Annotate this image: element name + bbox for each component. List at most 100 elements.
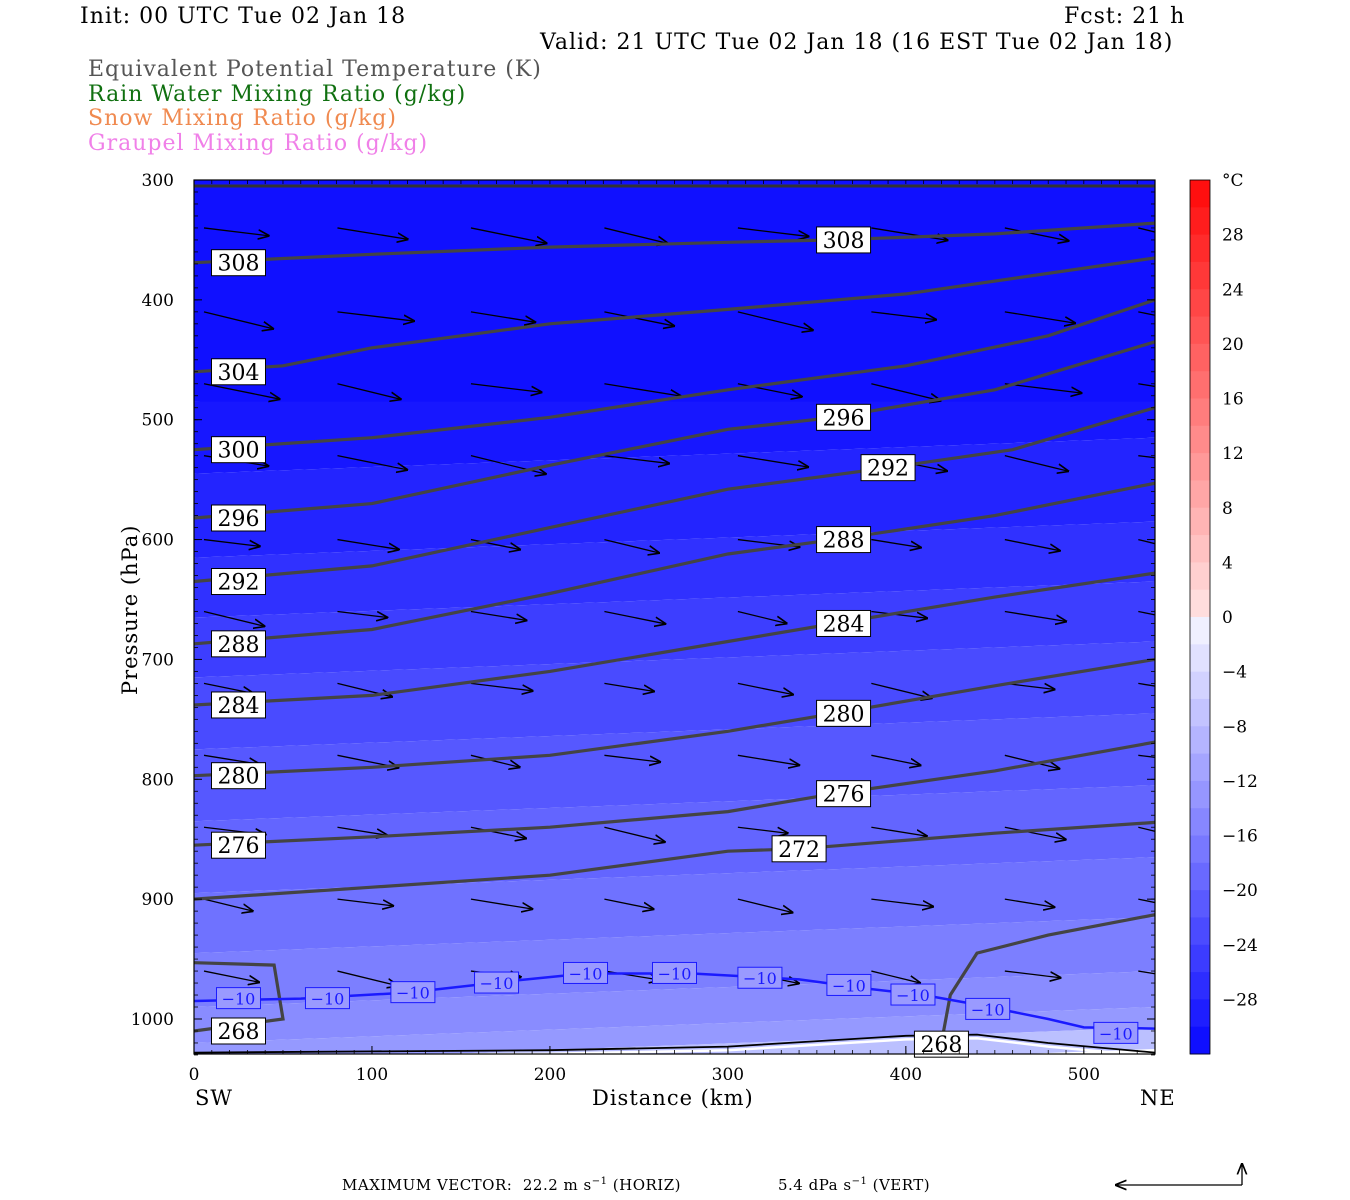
theta-e-label-box xyxy=(816,609,872,637)
wind-vector xyxy=(604,610,665,623)
wind-vector xyxy=(1004,227,1069,241)
theta-e-label-text: 308 xyxy=(823,229,865,254)
legend-rain-water: Rain Water Mixing Ratio (g/kg) xyxy=(88,82,467,107)
wind-vector xyxy=(871,383,940,401)
wind-vector xyxy=(203,311,273,329)
temperature-band xyxy=(194,641,1155,750)
colorbar-segment xyxy=(1190,425,1210,454)
y-tick-label: 700 xyxy=(142,650,174,670)
x-tick-label: 0 xyxy=(189,1065,200,1085)
theta-e-label-box xyxy=(816,403,872,431)
colorbar-frame xyxy=(1189,179,1211,1055)
colorbar-segment xyxy=(1190,1026,1210,1055)
theta-e-label-box xyxy=(816,780,872,808)
colorbar-tick-label: −4 xyxy=(1222,663,1247,683)
colorbar-segment xyxy=(1190,780,1210,809)
wind-vector xyxy=(337,538,398,550)
isotherm-label-text: −10 xyxy=(480,974,514,993)
colorbar-segment xyxy=(1190,726,1210,755)
colorbar-tick-label: −24 xyxy=(1222,936,1258,956)
x-tick-label: 300 xyxy=(712,1065,744,1085)
isotherm-label-box xyxy=(304,987,350,1010)
y-axis-label: Pressure (hPa) xyxy=(118,524,142,695)
wind-vector xyxy=(1138,898,1155,904)
wind-vector xyxy=(470,455,546,474)
theta-e-label-box xyxy=(210,831,266,859)
colorbar-segment xyxy=(1190,808,1210,836)
colorbar-segment xyxy=(1190,617,1210,645)
wind-vector xyxy=(203,538,260,547)
colorbar-segment xyxy=(1190,562,1210,591)
colorbar-segment xyxy=(1190,180,1210,208)
isotherm-label-text: −10 xyxy=(896,986,930,1005)
colorbar-segment xyxy=(1190,917,1210,946)
theta-e-label-box xyxy=(210,249,266,277)
y-tick-label: 400 xyxy=(142,291,174,311)
wind-vector xyxy=(604,538,658,553)
isotherm-label-box xyxy=(652,961,697,984)
freezing-line xyxy=(194,1033,1155,1054)
theta-e-label: 296 xyxy=(210,504,266,532)
wind-vector xyxy=(737,826,788,833)
isotherm-label-text: −10 xyxy=(311,990,345,1009)
theta-e-label-box xyxy=(816,226,872,254)
colorbar-tick-label: −16 xyxy=(1222,827,1258,847)
colorbar-segment xyxy=(1190,535,1210,563)
colorbar-segment xyxy=(1190,999,1210,1028)
wind-vector xyxy=(871,754,920,765)
wind-vector xyxy=(470,682,533,690)
wind-vector xyxy=(1004,383,1081,393)
theta-e-label: 304 xyxy=(210,358,266,386)
colorbar-tick-label: 24 xyxy=(1222,280,1244,300)
colorbar-segment xyxy=(1190,753,1210,782)
colorbar-tick-label: 4 xyxy=(1222,553,1233,573)
theta-e-label: 288 xyxy=(816,526,872,554)
wind-vector xyxy=(1004,826,1066,839)
wind-vector xyxy=(470,754,520,767)
wind-vector xyxy=(604,754,660,762)
wind-vector xyxy=(737,311,813,330)
wind-vector xyxy=(1004,754,1059,768)
colorbar-tick-label: −20 xyxy=(1222,881,1258,901)
wind-vector xyxy=(1004,538,1060,551)
wind-vector xyxy=(1004,610,1066,621)
wind-vector xyxy=(470,383,541,392)
colorbar-segment xyxy=(1190,289,1210,318)
init-time: Init: 00 UTC Tue 02 Jan 18 xyxy=(80,4,407,29)
colorbar-tick-label: −8 xyxy=(1222,717,1247,737)
theta-e-label: 288 xyxy=(210,630,266,658)
theta-e-label: 284 xyxy=(210,691,266,719)
wind-vector xyxy=(604,227,667,243)
isotherm-label-text: −10 xyxy=(832,976,866,995)
valid-time: Valid: 21 UTC Tue 02 Jan 18 (16 EST Tue … xyxy=(540,30,1174,55)
wind-vector xyxy=(337,610,387,617)
theta-e-contour-line xyxy=(194,298,1155,452)
theta-e-label-box xyxy=(860,454,916,482)
wind-vector xyxy=(1138,754,1155,758)
theta-e-label-text: 292 xyxy=(867,457,909,482)
colorbar-segment xyxy=(1190,972,1210,1000)
wind-vector xyxy=(203,383,279,399)
isotherm-label-box xyxy=(474,971,520,994)
forecast-hour: Fcst: 21 h xyxy=(1064,4,1186,29)
colorbar: °C 28 24 20 16 12 8 4 0 −4 −8 −12 −16 −20 −24 −28 xyxy=(1189,171,1258,1055)
colorbar-segment xyxy=(1190,398,1210,427)
wind-vector xyxy=(604,455,669,464)
theta-e-label-box xyxy=(816,699,872,727)
theta-e-contour-line xyxy=(194,256,1155,374)
theta-e-label-text: 276 xyxy=(823,783,865,808)
colorbar-tick-label: 16 xyxy=(1222,390,1244,410)
theta-e-label-text: 276 xyxy=(217,834,259,859)
theta-e-contour-line xyxy=(194,221,1155,265)
y-tick-label: 1000 xyxy=(131,1010,174,1030)
wind-vector xyxy=(337,898,393,906)
isotherm-label-text: −10 xyxy=(658,964,692,983)
y-tick-label: 800 xyxy=(142,770,174,790)
wind-vector xyxy=(1138,383,1155,388)
wind-vector xyxy=(604,826,664,842)
theta-e-label: 300 xyxy=(210,436,266,464)
wind-vector xyxy=(604,311,674,326)
isotherm-label-box xyxy=(390,981,436,1004)
wind-vector xyxy=(737,754,799,765)
wind-vector xyxy=(203,898,253,911)
